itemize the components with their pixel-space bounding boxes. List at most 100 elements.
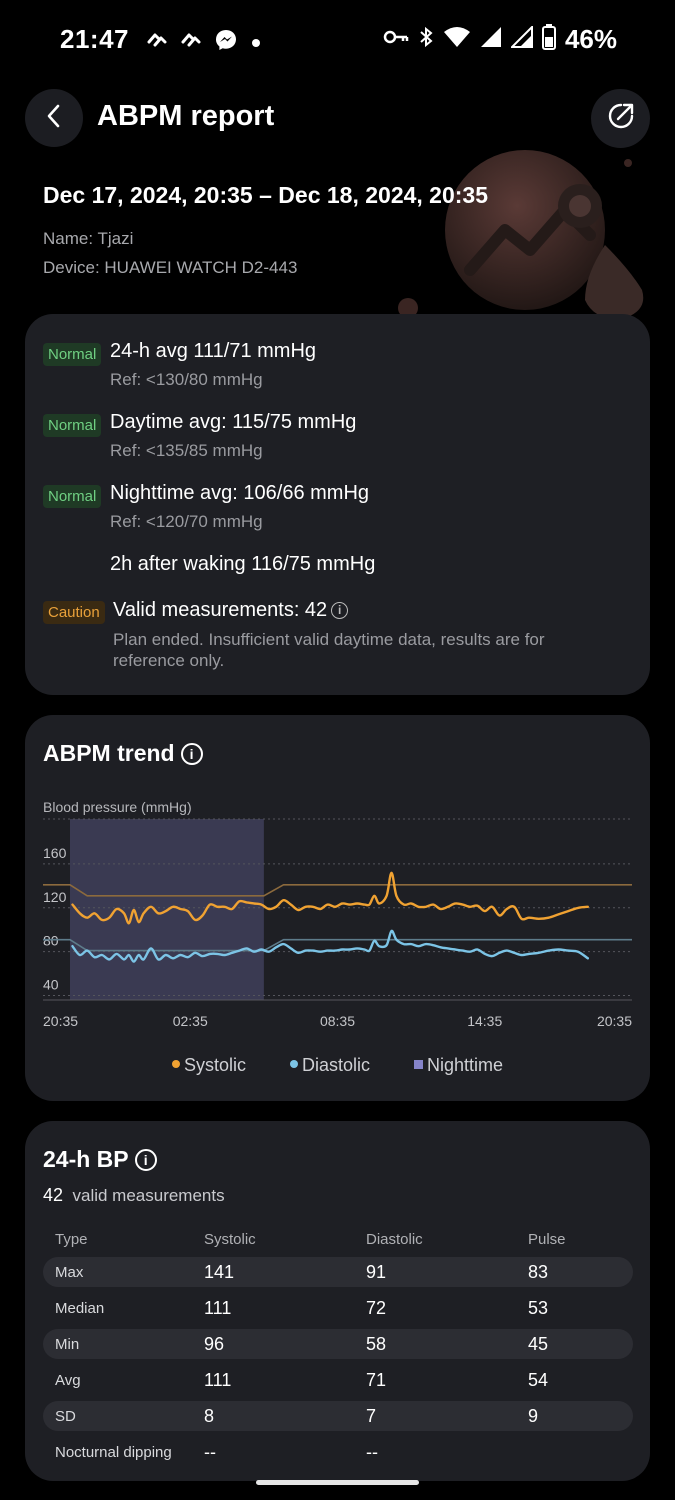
cell-pulse [528, 1437, 633, 1467]
legend-diastolic: Diastolic [289, 1055, 370, 1076]
cell-systolic: 111 [204, 1297, 232, 1318]
header-illustration [380, 140, 675, 320]
table-row: Avg 111 71 54 [43, 1365, 633, 1395]
x-tick-label: 20:35 [597, 1013, 632, 1029]
info-icon[interactable]: i [180, 743, 203, 765]
cell-pulse: 83 [528, 1257, 633, 1287]
status-badge: Normal [43, 414, 102, 437]
bp-stats-card: 24-h BP i 42 valid measurements Type Syst… [25, 1121, 650, 1481]
cell-diastolic: -- [366, 1441, 378, 1462]
status-time: 21:47 [60, 24, 129, 54]
table-row: Min 96 58 45 [43, 1329, 633, 1359]
cell-systolic: 111 [204, 1369, 232, 1390]
info-icon[interactable]: i [331, 602, 349, 619]
legend-systolic: Systolic [171, 1055, 246, 1076]
cell-type: Max [43, 1257, 204, 1287]
summary-card: Normal 24-h avg 111/71 mmHg Ref: <130/80… [25, 314, 650, 695]
cell-pulse: 53 [528, 1297, 549, 1318]
valid-count: 42 valid measurements [43, 1185, 225, 1206]
battery-percent: 46% [564, 24, 617, 54]
chart-legend: Systolic Diastolic Nighttime [25, 1055, 650, 1076]
cell-type: SD [43, 1401, 204, 1431]
table-row: Median 111 72 53 [43, 1293, 633, 1323]
trend-chart: Blood pressure (mmHg) 160 120 80 40 20:35 02:3… [43, 799, 632, 1029]
cell-type: Avg [55, 1371, 81, 1389]
validity-note: reference only. [113, 651, 225, 670]
vpn-key-icon [383, 29, 409, 50]
y-tick-label: 80 [43, 933, 59, 949]
status-badge: Caution [43, 601, 105, 624]
share-button[interactable] [591, 89, 650, 148]
table-row: Max 141 91 83 [43, 1257, 633, 1287]
summary-value: Daytime avg: 115/75 mmHg [110, 411, 357, 433]
y-axis-label: Blood pressure (mmHg) [43, 799, 192, 815]
col-diastolic: Diastolic [366, 1230, 423, 1248]
waking-value: 2h after waking 116/75 mmHg [110, 553, 376, 575]
count-label: valid measurements [72, 1186, 225, 1205]
cell-type: Min [43, 1329, 204, 1359]
wifi-icon [443, 26, 471, 53]
x-tick-label: 08:35 [320, 1013, 355, 1029]
summary-ref: Ref: <135/85 mmHg [110, 441, 263, 460]
patient-name: Name: Tjazi [43, 229, 134, 248]
table-row: SD 8 7 9 [43, 1401, 633, 1431]
cell-systolic: -- [204, 1441, 216, 1462]
bp-title: 24-h BP [43, 1146, 129, 1172]
diastolic-series-line [71, 929, 589, 963]
validity-note: Plan ended. Insufficient valid daytime d… [113, 630, 545, 649]
table-header: Type Systolic Diastolic Pulse [43, 1227, 633, 1251]
cell-pulse: 9 [528, 1401, 633, 1431]
cell-pulse: 45 [528, 1329, 633, 1359]
count-number: 42 [43, 1185, 64, 1205]
cell-diastolic: 91 [366, 1257, 528, 1287]
battery-icon [541, 24, 556, 55]
summary-ref: Ref: <120/70 mmHg [110, 512, 263, 531]
messenger-icon [214, 28, 238, 58]
cell-diastolic: 7 [366, 1401, 528, 1431]
home-indicator[interactable] [256, 1480, 419, 1485]
report-period: Dec 17, 2024, 20:35 – Dec 18, 2024, 20:3… [43, 182, 489, 208]
cell-systolic: 8 [204, 1401, 366, 1431]
table-row: Nocturnal dipping -- -- [43, 1437, 633, 1467]
systolic-threshold-line [43, 884, 632, 897]
page-title: ABPM report [97, 100, 275, 132]
signal-icon [480, 26, 502, 53]
systolic-series-line [71, 871, 589, 925]
cell-type: Median [55, 1299, 105, 1317]
dot-icon [250, 31, 262, 55]
y-tick-label: 40 [43, 977, 59, 993]
col-type: Type [55, 1230, 88, 1248]
notification-icons [146, 28, 262, 58]
section-title: ABPM trend i [43, 740, 203, 767]
summary-value: Nighttime avg: 106/66 mmHg [110, 482, 370, 504]
cell-diastolic: 58 [366, 1329, 528, 1359]
cell-systolic: 96 [204, 1329, 366, 1359]
y-tick-label: 160 [43, 845, 67, 861]
col-systolic: Systolic [204, 1230, 256, 1248]
huawei-health-icon [146, 30, 168, 56]
chevron-left-icon [45, 103, 63, 134]
legend-nighttime: Nighttime [414, 1055, 503, 1076]
col-pulse: Pulse [528, 1230, 566, 1248]
cell-systolic: 141 [204, 1257, 366, 1287]
trend-card: ABPM trend i Blood pressure (mmHg) 160 120 8… [25, 715, 650, 1101]
x-tick-label: 14:35 [467, 1013, 502, 1029]
device-name: Device: HUAWEI WATCH D2-443 [43, 258, 298, 277]
info-icon[interactable]: i [134, 1149, 157, 1171]
valid-measurements: Valid measurements: 42 [113, 599, 328, 621]
x-tick-label: 02:35 [173, 1013, 208, 1029]
cell-diastolic: 72 [366, 1297, 387, 1318]
cell-type: Nocturnal dipping [55, 1443, 172, 1461]
back-button[interactable] [25, 89, 83, 147]
status-bar: 21:47 46% [0, 0, 675, 80]
diastolic-threshold-line [43, 938, 632, 952]
huawei-health-icon [180, 30, 202, 56]
bp-table: Type Systolic Diastolic Pulse Max 141 91… [43, 1221, 633, 1473]
cell-pulse: 54 [528, 1369, 549, 1390]
status-badge: Normal [43, 485, 102, 508]
section-title: 24-h BP i [43, 1146, 157, 1173]
x-tick-label: 20:35 [43, 1013, 78, 1029]
cell-diastolic: 71 [366, 1369, 387, 1390]
y-tick-label: 120 [43, 889, 67, 905]
bluetooth-icon [418, 25, 434, 54]
